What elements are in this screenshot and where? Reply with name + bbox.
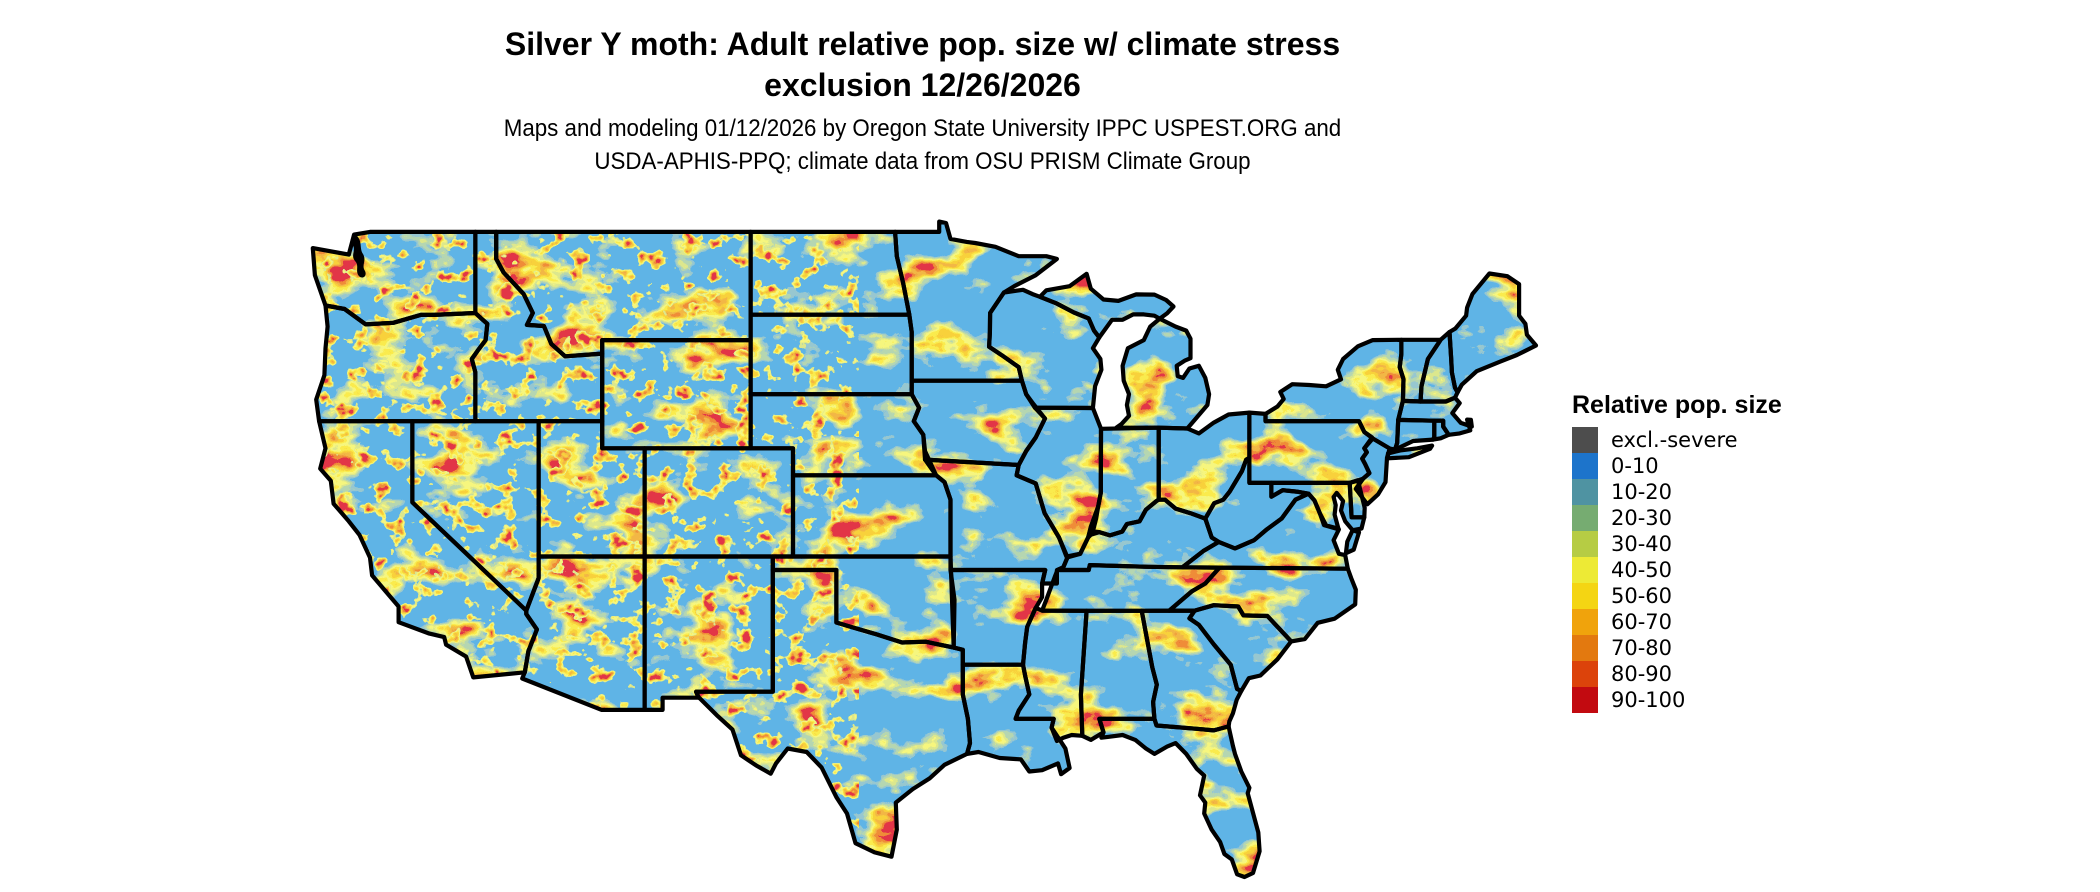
legend-swatch <box>1572 479 1598 505</box>
legend-item-label: excl.-severe <box>1611 428 1738 452</box>
legend-item-label: 80-90 <box>1611 662 1673 686</box>
state-border-miup <box>1037 271 1176 340</box>
legend-swatch <box>1572 635 1598 661</box>
map-title-line2: exclusion 12/26/2026 <box>764 67 1081 103</box>
state-border-fl <box>1097 716 1262 880</box>
legend-items: excl.-severe 0-10 10-20 20-30 30-40 40-50 50-6… <box>1572 427 1872 713</box>
legend-item: 80-90 <box>1572 661 1872 687</box>
legend-item-label: 60-70 <box>1611 610 1673 634</box>
legend-item: 40-50 <box>1572 557 1872 583</box>
legend-item: 30-40 <box>1572 531 1872 557</box>
legend-swatch <box>1572 583 1598 609</box>
legend-swatch <box>1572 687 1598 713</box>
state-borders-layer <box>310 219 1539 880</box>
legend-swatch <box>1572 609 1598 635</box>
legend-item-label: 20-30 <box>1611 506 1673 530</box>
us-map-canvas <box>310 219 1539 880</box>
legend-item: 90-100 <box>1572 687 1872 713</box>
legend-item: 60-70 <box>1572 609 1872 635</box>
raster-noise-west-fine <box>312 221 859 878</box>
legend-swatch <box>1572 531 1598 557</box>
state-border-vaes <box>1343 528 1362 556</box>
state-border-md <box>1269 480 1367 533</box>
state-border-me <box>1447 271 1539 395</box>
map-subtitle: Maps and modeling 01/12/2026 by Oregon S… <box>65 112 1781 178</box>
state-border-mi <box>1114 316 1212 431</box>
legend-item: 70-80 <box>1572 635 1872 661</box>
legend-item: 0-10 <box>1572 453 1872 479</box>
state-border-tx <box>694 567 973 859</box>
puget-sound-inlet <box>350 235 366 278</box>
state-border-mn <box>893 219 1059 383</box>
legend-item: excl.-severe <box>1572 427 1872 453</box>
legend-item-label: 70-80 <box>1611 636 1673 660</box>
legend-swatch <box>1572 557 1598 583</box>
legend-item-label: 90-100 <box>1611 688 1686 712</box>
legend-item: 10-20 <box>1572 479 1872 505</box>
map-title: Silver Y moth: Adult relative pop. size … <box>0 24 1845 106</box>
state-border-li <box>1385 443 1435 461</box>
legend-item: 20-30 <box>1572 505 1872 531</box>
state-border-nc <box>1167 565 1358 644</box>
raster-heat-layer <box>312 221 1536 878</box>
legend-swatch <box>1572 661 1598 687</box>
map-title-line1: Silver Y moth: Adult relative pop. size … <box>504 26 1341 62</box>
legend-swatch <box>1572 453 1598 479</box>
legend-item-label: 50-60 <box>1611 584 1673 608</box>
map-subtitle-line2: USDA-APHIS-PPQ; climate data from OSU PR… <box>594 148 1251 175</box>
legend-item-label: 30-40 <box>1611 532 1673 556</box>
map-subtitle-line1: Maps and modeling 01/12/2026 by Oregon S… <box>503 115 1342 142</box>
legend-item-label: 40-50 <box>1611 558 1673 582</box>
legend-title: Relative pop. size <box>1572 391 1782 419</box>
map-legend: Relative pop. size excl.-severe 0-10 10-20… <box>1572 391 1872 713</box>
legend-item: 50-60 <box>1572 583 1872 609</box>
legend-swatch <box>1572 505 1598 531</box>
legend-swatch <box>1572 427 1598 453</box>
legend-item-label: 0-10 <box>1611 454 1659 478</box>
legend-item-label: 10-20 <box>1611 480 1673 504</box>
